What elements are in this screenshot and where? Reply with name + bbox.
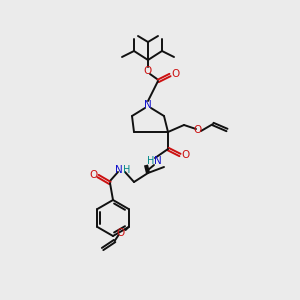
Text: H: H — [123, 165, 131, 175]
Text: O: O — [181, 150, 189, 160]
Text: N: N — [154, 156, 162, 166]
Text: O: O — [144, 66, 152, 76]
Text: O: O — [116, 228, 125, 238]
Text: O: O — [89, 170, 97, 180]
Text: N: N — [144, 100, 152, 110]
Text: O: O — [194, 125, 202, 135]
Text: H: H — [147, 156, 155, 166]
Text: N: N — [115, 165, 123, 175]
Text: O: O — [171, 69, 179, 79]
